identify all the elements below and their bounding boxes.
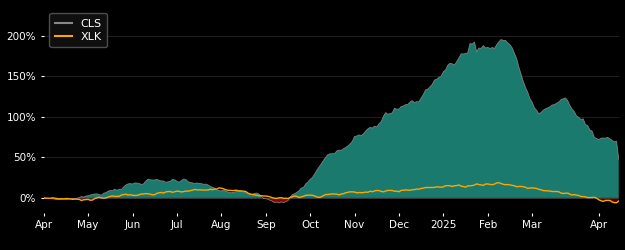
Legend: CLS, XLK: CLS, XLK — [49, 13, 107, 48]
